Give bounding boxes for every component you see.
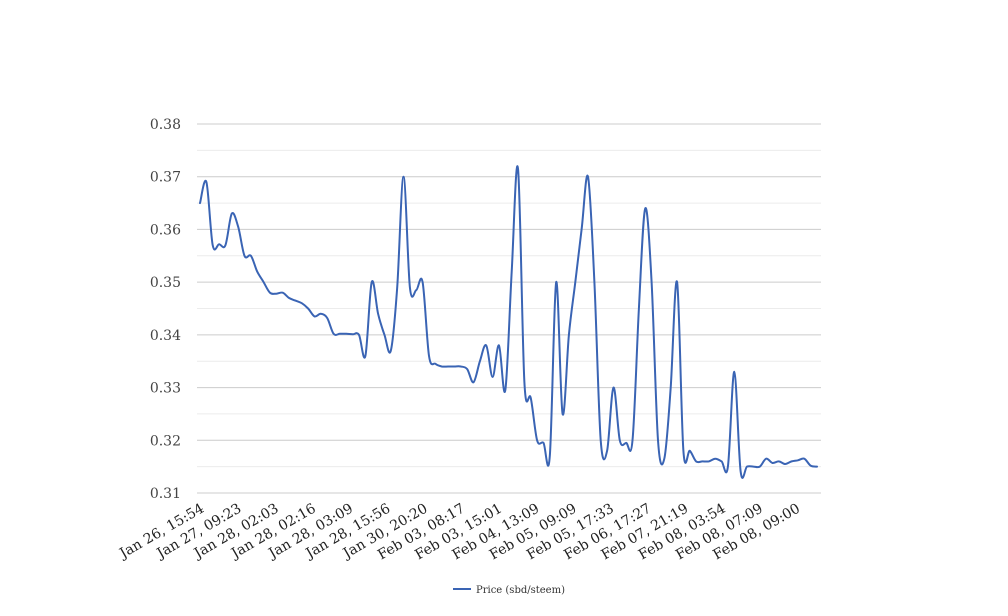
y-axis: 0.31 0.32 0.33 0.34 0.35 0.36 0.37 0.38 [150,117,181,502]
y-tick-label: 0.35 [150,275,181,291]
y-tick-label: 0.36 [150,222,181,238]
legend[interactable]: Price (sbd/steem) [453,585,565,596]
plot-area [199,165,818,479]
legend-label: Price (sbd/steem) [476,585,565,596]
series-line-price [199,165,818,479]
chart-grid [197,123,821,494]
y-tick-label: 0.32 [150,433,181,449]
y-tick-label: 0.38 [150,117,181,133]
y-tick-label: 0.37 [150,170,181,186]
y-tick-label: 0.31 [150,486,181,502]
y-tick-label: 0.34 [150,328,181,344]
y-tick-label: 0.33 [150,381,181,397]
